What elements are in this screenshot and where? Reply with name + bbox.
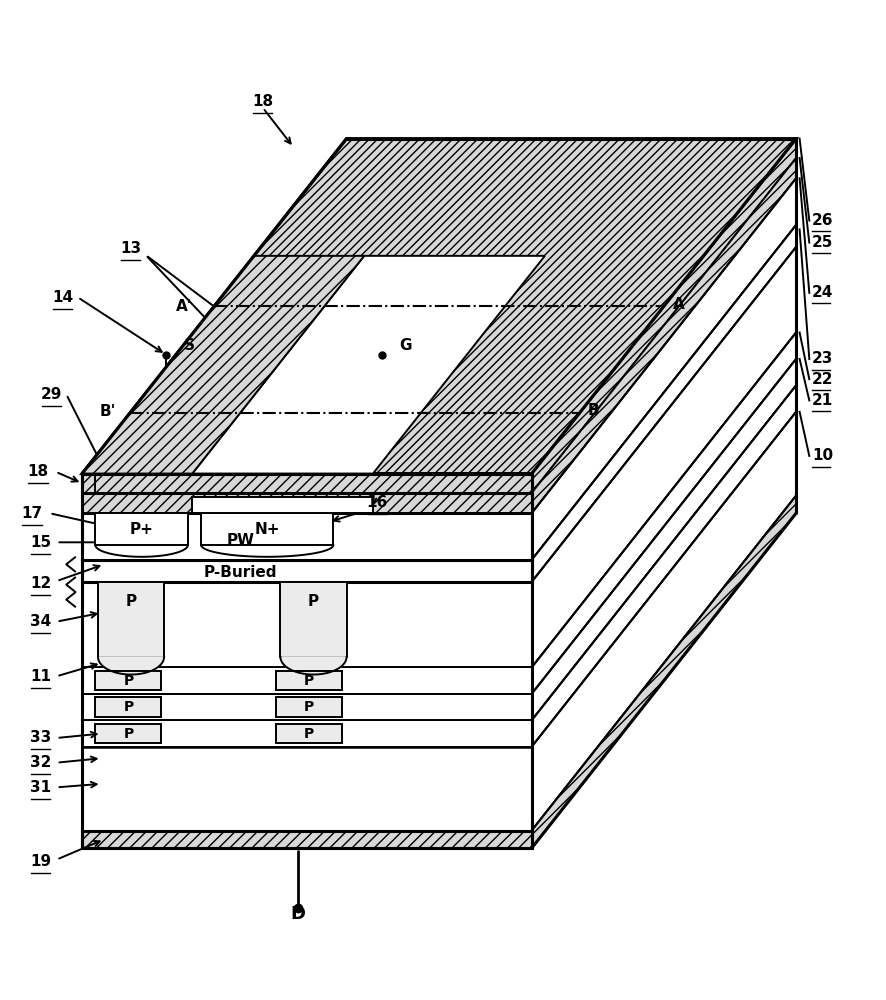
Text: 16: 16 <box>366 495 387 510</box>
Polygon shape <box>276 671 342 690</box>
Text: A': A' <box>175 299 192 314</box>
Text: 22: 22 <box>811 372 833 387</box>
Polygon shape <box>531 158 795 513</box>
Text: P: P <box>304 674 314 688</box>
Text: 24: 24 <box>811 285 832 300</box>
Text: N+: N+ <box>254 522 280 537</box>
Text: 13: 13 <box>120 241 141 256</box>
Polygon shape <box>192 497 373 513</box>
Polygon shape <box>82 474 95 493</box>
Text: 12: 12 <box>30 576 51 591</box>
Polygon shape <box>531 247 795 667</box>
Text: 23: 23 <box>811 351 832 366</box>
Polygon shape <box>82 694 531 720</box>
Polygon shape <box>531 359 795 720</box>
Polygon shape <box>531 333 795 694</box>
Polygon shape <box>95 671 161 690</box>
Text: D: D <box>291 905 305 923</box>
Text: P: P <box>123 700 134 714</box>
Polygon shape <box>531 225 795 582</box>
Text: P: P <box>123 727 134 741</box>
Polygon shape <box>82 513 531 560</box>
Text: P+: P+ <box>129 522 153 537</box>
Text: B': B' <box>100 404 116 419</box>
Polygon shape <box>531 139 795 493</box>
Text: A: A <box>672 297 684 312</box>
Polygon shape <box>82 831 531 848</box>
Polygon shape <box>95 697 161 717</box>
Text: S: S <box>183 338 194 353</box>
Polygon shape <box>192 256 544 474</box>
Polygon shape <box>531 412 795 831</box>
Text: PW: PW <box>227 533 254 548</box>
Text: 18: 18 <box>27 464 49 479</box>
Polygon shape <box>97 582 164 657</box>
Text: 14: 14 <box>52 290 74 305</box>
Text: 31: 31 <box>30 780 51 795</box>
Text: 25: 25 <box>811 235 832 250</box>
Polygon shape <box>276 697 342 717</box>
Polygon shape <box>276 724 342 743</box>
Polygon shape <box>82 474 531 493</box>
Text: 11: 11 <box>30 669 51 684</box>
Text: 19: 19 <box>30 854 51 869</box>
Polygon shape <box>82 720 531 747</box>
Polygon shape <box>201 513 333 545</box>
Polygon shape <box>82 582 531 667</box>
Polygon shape <box>82 493 531 513</box>
Text: B: B <box>587 403 599 418</box>
Polygon shape <box>531 385 795 747</box>
Text: 29: 29 <box>41 387 62 402</box>
Text: 21: 21 <box>811 393 832 408</box>
Polygon shape <box>82 256 364 474</box>
Polygon shape <box>82 747 531 831</box>
Polygon shape <box>531 178 795 560</box>
Text: P: P <box>125 594 136 609</box>
Polygon shape <box>95 724 161 743</box>
Polygon shape <box>95 513 188 545</box>
Polygon shape <box>82 560 531 582</box>
Text: P: P <box>123 674 134 688</box>
Text: P-Buried: P-Buried <box>204 565 277 580</box>
Text: 17: 17 <box>21 506 43 521</box>
Text: P: P <box>304 700 314 714</box>
Text: 34: 34 <box>30 614 51 629</box>
Text: P: P <box>307 594 319 609</box>
Text: 32: 32 <box>30 755 51 770</box>
Text: 18: 18 <box>252 94 273 109</box>
Text: 26: 26 <box>811 213 833 228</box>
Text: G: G <box>399 338 411 353</box>
Text: 33: 33 <box>30 730 51 745</box>
Text: 15: 15 <box>30 535 51 550</box>
Text: 10: 10 <box>811 448 832 463</box>
Polygon shape <box>280 582 346 657</box>
Polygon shape <box>82 139 795 474</box>
Polygon shape <box>531 496 795 848</box>
Polygon shape <box>82 667 531 694</box>
Polygon shape <box>97 657 164 675</box>
Text: P: P <box>304 727 314 741</box>
Polygon shape <box>280 657 346 675</box>
